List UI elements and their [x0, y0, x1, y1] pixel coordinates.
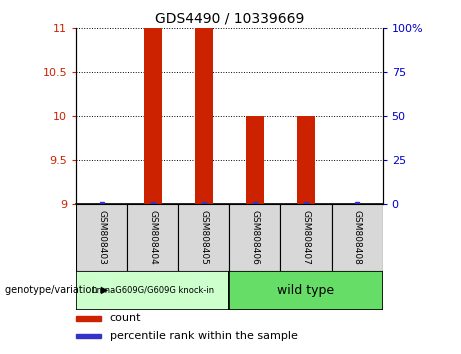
Bar — [76, 334, 100, 338]
Text: GSM808408: GSM808408 — [353, 210, 361, 265]
FancyBboxPatch shape — [178, 204, 229, 271]
FancyBboxPatch shape — [280, 204, 331, 271]
FancyBboxPatch shape — [76, 204, 127, 271]
Bar — [297, 116, 315, 204]
FancyBboxPatch shape — [331, 204, 383, 271]
Text: GSM808406: GSM808406 — [250, 210, 260, 265]
Text: GSM808407: GSM808407 — [301, 210, 311, 265]
Bar — [76, 316, 100, 321]
Text: count: count — [110, 313, 141, 323]
Text: wild type: wild type — [278, 284, 335, 297]
Bar — [144, 28, 162, 204]
Text: GSM808403: GSM808403 — [97, 210, 106, 265]
Text: percentile rank within the sample: percentile rank within the sample — [110, 331, 298, 341]
Text: GSM808404: GSM808404 — [148, 210, 157, 264]
Title: GDS4490 / 10339669: GDS4490 / 10339669 — [154, 12, 304, 26]
FancyBboxPatch shape — [76, 271, 229, 310]
Text: LmnaG609G/G609G knock-in: LmnaG609G/G609G knock-in — [92, 286, 214, 295]
FancyBboxPatch shape — [229, 271, 383, 310]
FancyBboxPatch shape — [229, 204, 280, 271]
FancyBboxPatch shape — [127, 204, 178, 271]
Bar — [195, 28, 213, 204]
Text: genotype/variation ▶: genotype/variation ▶ — [5, 285, 108, 295]
Text: GSM808405: GSM808405 — [199, 210, 208, 265]
Bar — [246, 116, 264, 204]
